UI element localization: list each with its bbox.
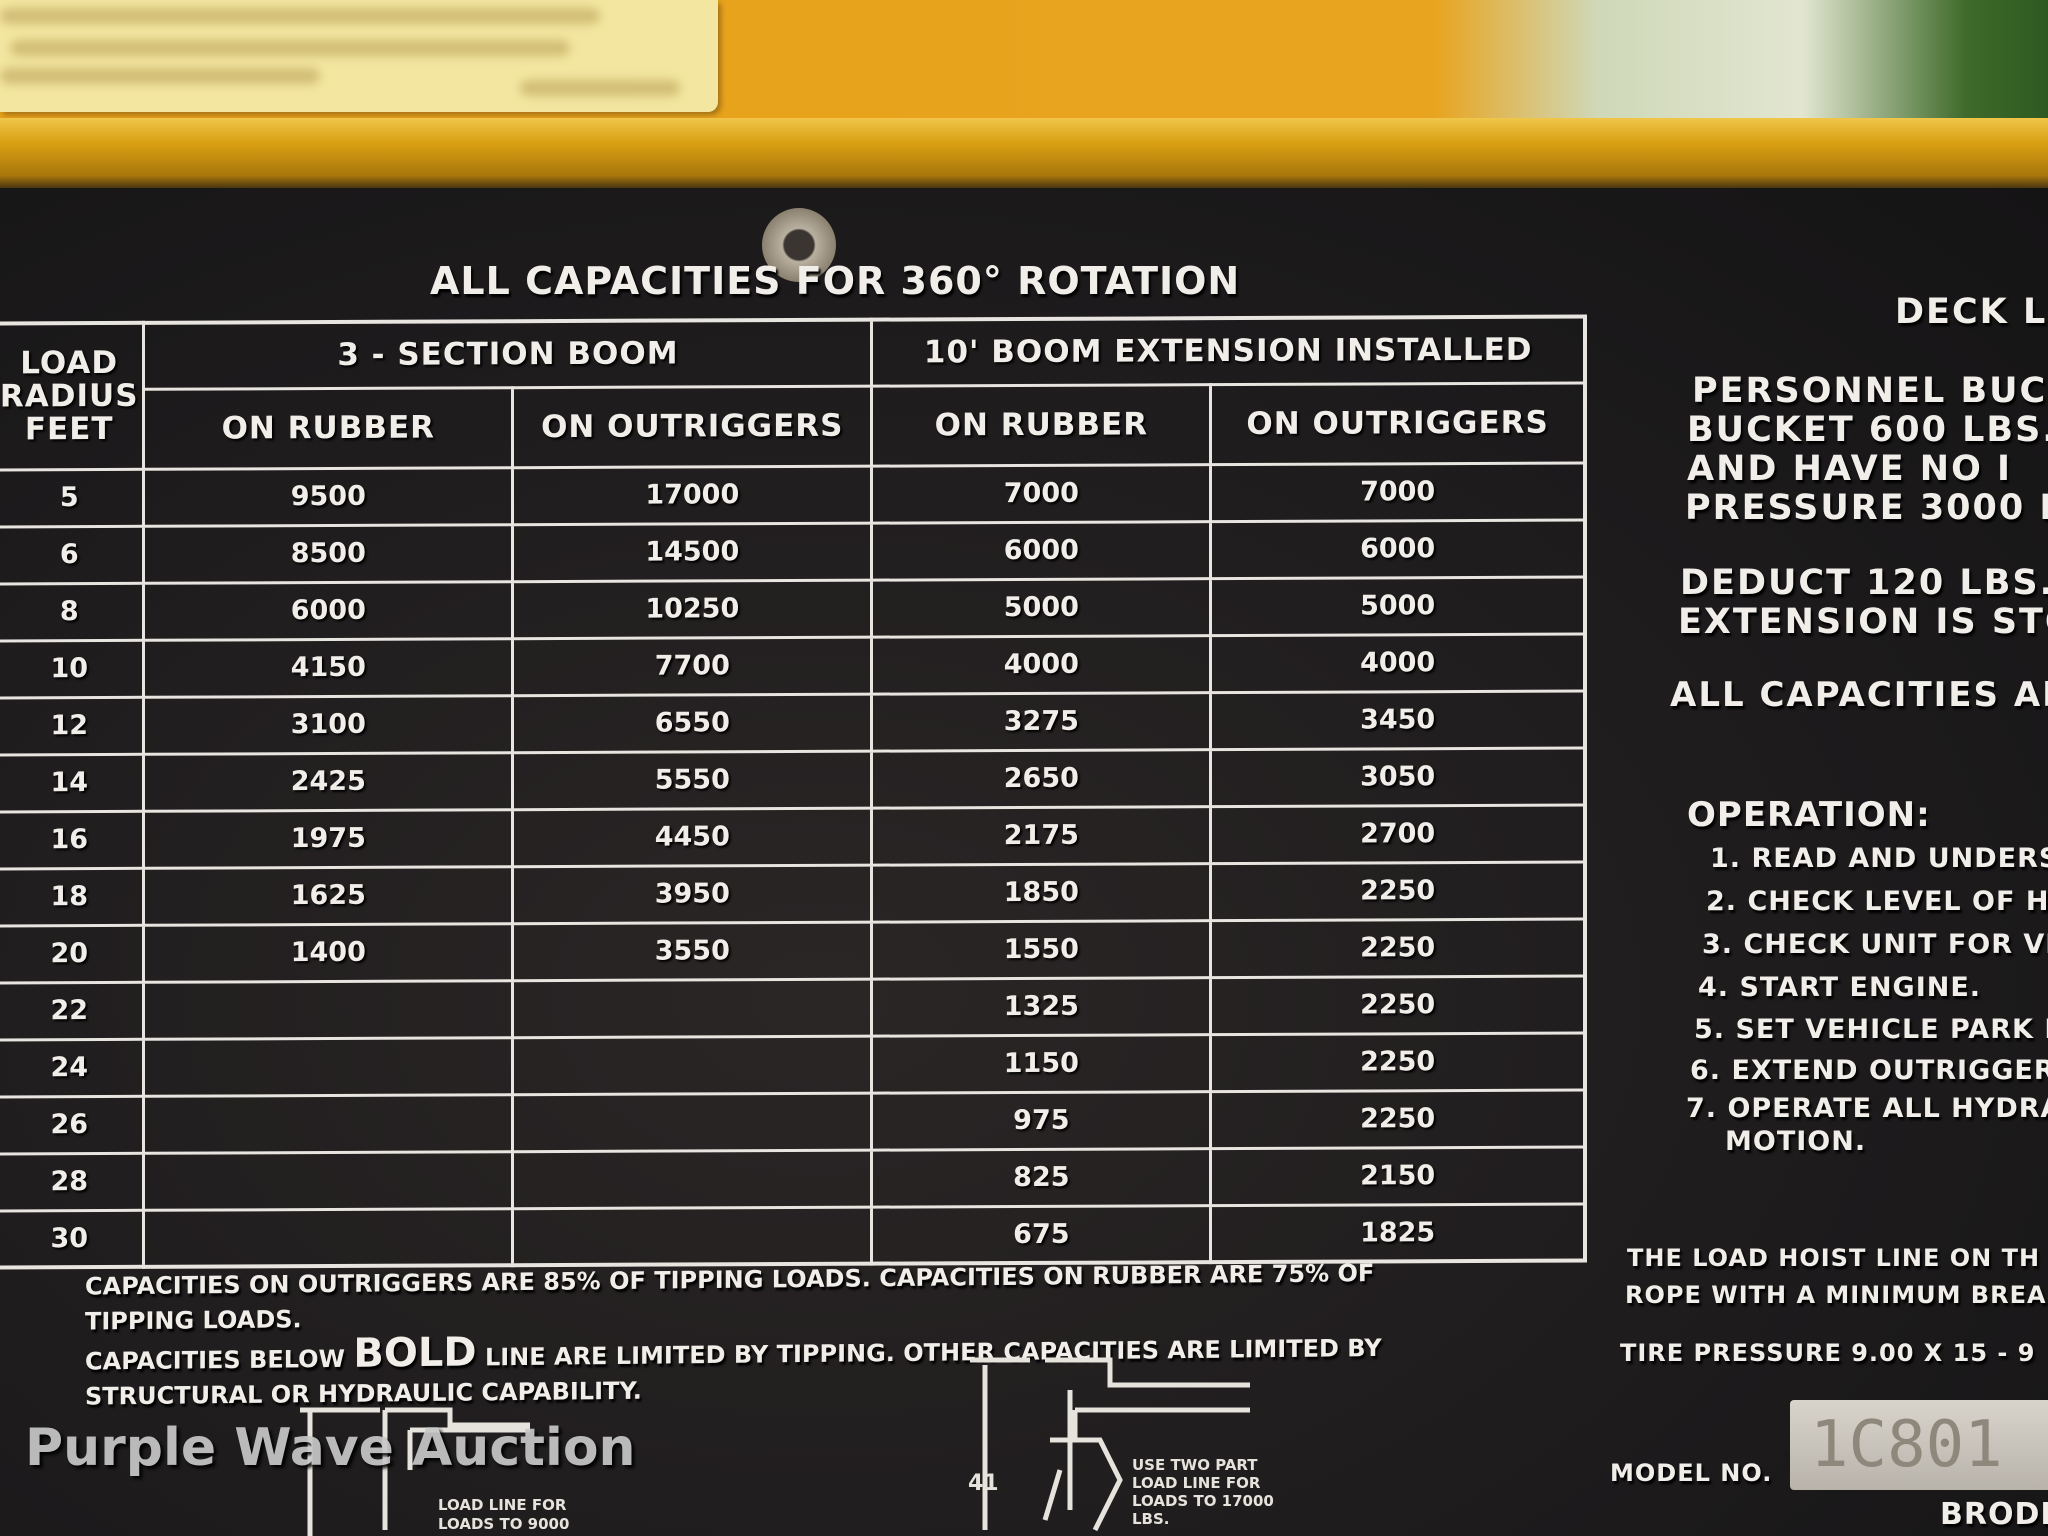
maker-name: BRODE — [1940, 1497, 2048, 1532]
diagram-caption: LOAD LINE FOR — [1132, 1474, 1261, 1492]
operation-step: 2. CHECK LEVEL OF HY — [1706, 886, 2048, 917]
yellow-frame-rim — [0, 118, 2048, 190]
deduct-text: EXTENSION IS STO — [1678, 602, 2048, 642]
diagram-caption: LBS. — [1132, 1510, 1170, 1528]
personnel-text: BUCKET 600 LBS. — [1687, 410, 2048, 450]
hoist-text: ROPE WITH A MINIMUM BREA — [1625, 1281, 2047, 1309]
hoist-text: THE LOAD HOIST LINE ON TH — [1627, 1244, 2041, 1272]
deck-heading: DECK L — [1895, 292, 2048, 332]
operation-step: MOTION. — [1725, 1126, 1867, 1157]
diagram-caption: LOAD LINE FOR — [438, 1496, 567, 1514]
personnel-text: PRESSURE 3000 I — [1685, 488, 2048, 528]
operation-step: 6. EXTEND OUTRIGGERS — [1690, 1055, 2048, 1086]
diagram-caption: LOADS TO 9000 — [438, 1515, 569, 1533]
diagram-caption: LOADS TO 17000 — [1132, 1492, 1274, 1510]
tire-pressure-text: TIRE PRESSURE 9.00 X 15 - 9 — [1620, 1339, 2036, 1367]
chart-title: ALL CAPACITIES FOR 360° ROTATION — [430, 259, 1241, 303]
bolt-icon — [762, 208, 836, 282]
model-number-tag: 1C801 — [1790, 1400, 2048, 1490]
dimension-label: 41 — [968, 1471, 999, 1496]
operation-step: 1. READ AND UNDERST — [1710, 843, 2048, 874]
operation-step: 7. OPERATE ALL HYDRAU — [1686, 1093, 2048, 1124]
watermark: Purple Wave Auction — [25, 1418, 636, 1478]
operation-step: 3. CHECK UNIT FOR VIS — [1702, 929, 2048, 960]
warning-sticker — [0, 0, 718, 112]
operation-step: 4. START ENGINE. — [1698, 972, 1982, 1003]
operation-step: 5. SET VEHICLE PARK BR — [1694, 1014, 2048, 1045]
personnel-text: PERSONNEL BUC — [1692, 371, 2048, 411]
personnel-text: AND HAVE NO I — [1687, 449, 2013, 489]
single-line-diagram — [300, 1407, 530, 1536]
load-chart-plate — [0, 188, 2048, 1536]
model-label: MODEL NO. — [1610, 1459, 1773, 1487]
two-part-line-diagram — [970, 1357, 1250, 1532]
deduct-text: DEDUCT 120 LBS. — [1680, 563, 2048, 603]
operation-heading: OPERATION: — [1687, 795, 1931, 835]
diagram-caption: USE TWO PART — [1132, 1456, 1258, 1474]
capacities-text: ALL CAPACITIES AR — [1670, 675, 2048, 715]
